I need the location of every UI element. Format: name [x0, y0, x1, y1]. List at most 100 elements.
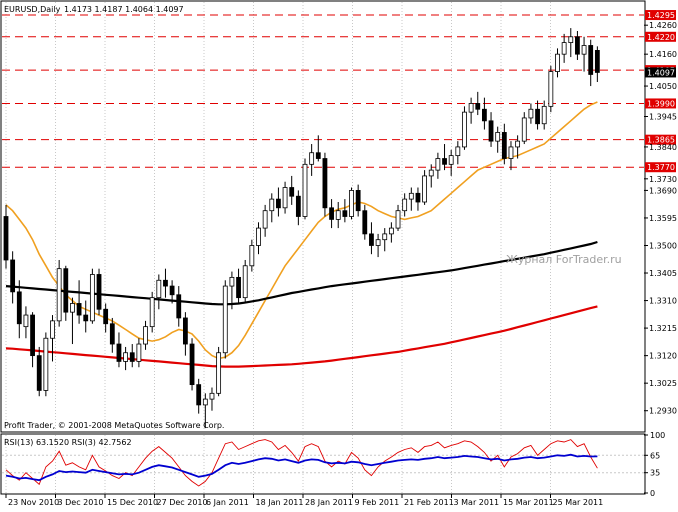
- rsi-title: RSI(13) 63.1520 RSI(3) 42.7562: [4, 438, 132, 447]
- price-tick-label: 1.3595: [649, 214, 677, 223]
- rsi-tick-label: 0: [650, 489, 655, 498]
- candle-body: [501, 132, 507, 159]
- candle-body: [355, 190, 361, 212]
- price-tick-label: 1.2930: [649, 407, 677, 416]
- copyright-text: Profit Trader, © 2001-2008 MetaQuotes So…: [4, 421, 224, 430]
- rsi-indicator: 100 65 35 0: [2, 431, 665, 498]
- candle-body: [428, 169, 434, 177]
- price-tick-label: 1.3840: [649, 143, 677, 152]
- candle-body: [282, 187, 288, 209]
- price-level-tag: [645, 31, 676, 42]
- price-level-tag: [645, 134, 676, 145]
- candle-body: [535, 108, 540, 125]
- price-tick-label: 1.3215: [649, 324, 677, 333]
- candle-body: [388, 227, 394, 235]
- candle-body: [435, 158, 441, 171]
- price-tick-label: 1.3730: [649, 175, 677, 184]
- candle-body: [495, 132, 501, 142]
- candle-body: [448, 155, 454, 165]
- candle-body: [103, 308, 109, 325]
- candle-body: [362, 210, 368, 235]
- candle-body: [129, 352, 135, 362]
- ohlc-label: 1.4173 1.4187 1.4064 1.4097: [64, 5, 184, 14]
- time-tick-label: 15 Dec 2010: [107, 498, 158, 507]
- candle-body: [76, 303, 82, 316]
- time-tick-label: 3 Mar 2011: [454, 498, 500, 507]
- price-level-label: 1.3770: [647, 163, 675, 172]
- time-tick-label: 27 Dec 2010: [157, 498, 208, 507]
- candle-body: [462, 111, 467, 148]
- candle-body: [89, 274, 95, 322]
- candle-body: [369, 233, 374, 246]
- candle-body: [70, 303, 75, 313]
- candle-body: [262, 210, 268, 229]
- candle-body: [30, 314, 35, 357]
- candle-body: [176, 294, 182, 319]
- candle-body: [156, 279, 162, 299]
- candle-body: [50, 320, 55, 339]
- candle-body: [10, 259, 16, 293]
- candle-body: [249, 245, 255, 267]
- candle-body: [3, 216, 9, 261]
- time-tick-label: 15 Mar 2011: [503, 498, 554, 507]
- candle-body: [116, 343, 122, 362]
- candle-body: [169, 285, 175, 296]
- last-price-label: 1.4097: [647, 68, 675, 77]
- candle-body: [375, 239, 381, 246]
- candle-body: [422, 175, 428, 203]
- candle-body: [568, 36, 574, 43]
- price-level-label: 1.4220: [647, 33, 675, 42]
- candle-body: [382, 233, 388, 241]
- candle-body: [23, 314, 29, 328]
- candle-body: [189, 343, 195, 386]
- candle-body: [83, 314, 89, 322]
- candle-body: [488, 120, 494, 142]
- candle-body: [541, 105, 547, 125]
- candle-body: [322, 158, 328, 209]
- price-tick-label: 1.4050: [649, 82, 677, 91]
- time-tick-label: 6 Jan 2011: [206, 498, 249, 507]
- price-tick-label: 1.3945: [649, 112, 677, 121]
- price-tick-label: 1.3025: [649, 379, 677, 388]
- price-level-label: 1.4295: [647, 11, 675, 20]
- candle-body: [229, 276, 235, 287]
- time-tick-label: 21 Feb 2011: [404, 498, 454, 507]
- time-tick-label: 18 Jan 2011: [256, 498, 304, 507]
- time-tick-label: 28 Jan 2011: [305, 498, 353, 507]
- candle-body: [216, 352, 222, 394]
- symbol-label: EURUSD,Daily: [4, 5, 61, 14]
- candle-body: [395, 210, 401, 229]
- price-axis: 1.4260 1.4160 1.4050 1.3945 1.3840 1.3730 1.36…: [644, 21, 677, 416]
- candle-body: [349, 190, 354, 217]
- candle-body: [315, 152, 321, 159]
- candle-body: [588, 45, 594, 75]
- moving-average-line: [5, 240, 598, 306]
- candle-body: [548, 71, 554, 107]
- candle-body: [289, 187, 295, 197]
- candle-body: [475, 103, 481, 110]
- candle-body: [575, 36, 580, 55]
- price-tick-label: 1.3500: [649, 241, 677, 250]
- candle-body: [96, 274, 102, 310]
- candle-body: [555, 53, 560, 72]
- time-tick-label: 9 Feb 2011: [355, 498, 400, 507]
- candle-body: [56, 268, 62, 322]
- watermark-text: Журнал ForTrader.ru: [506, 253, 622, 266]
- candle-body: [109, 323, 115, 345]
- rsi-series-line: [5, 453, 598, 482]
- candle-body: [202, 398, 208, 406]
- candle-body: [508, 146, 514, 159]
- candle-body: [329, 207, 334, 220]
- candle-body: [408, 192, 414, 200]
- candle-body: [442, 158, 447, 165]
- grid: [5, 2, 551, 493]
- moving-average-line: [5, 305, 598, 368]
- candle-body: [481, 108, 487, 122]
- candle-body: [594, 50, 600, 73]
- candle-body: [581, 45, 587, 55]
- price-tick-label: 1.4260: [649, 21, 677, 30]
- price-level-tag: [645, 98, 676, 109]
